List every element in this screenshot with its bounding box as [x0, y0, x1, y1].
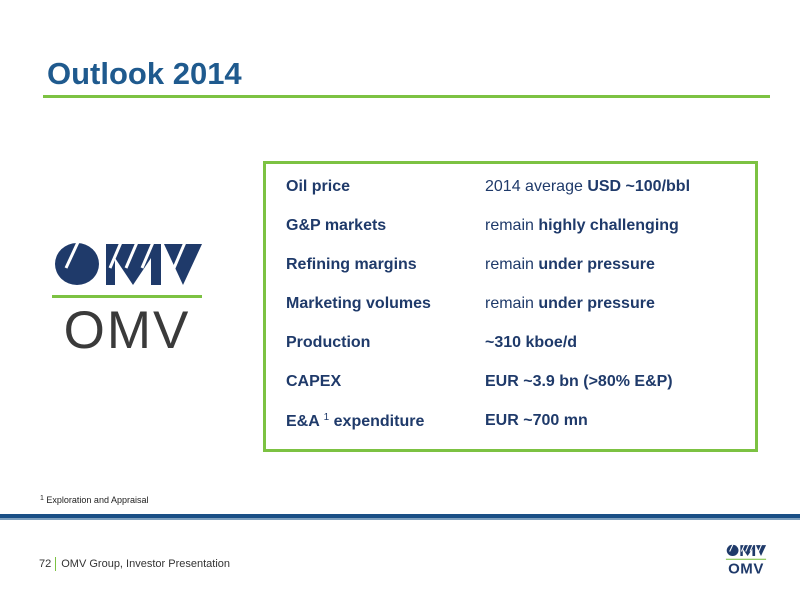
outlook-row: Marketing volumes remain under pressure [286, 295, 746, 319]
footer: 72 OMV Group, Investor Presentation [39, 557, 230, 571]
outlook-row: Production ~310 kboe/d [286, 334, 746, 358]
outlook-row: E&A 1 expenditure EUR ~700 mn [286, 412, 746, 436]
omv-logo-small-graphic: OMV [725, 543, 767, 577]
row-value: remain under pressure [485, 256, 655, 274]
footnote: 1 Exploration and Appraisal [40, 495, 148, 505]
row-label: Refining margins [286, 256, 417, 273]
omv-wordmark-small: OMV [728, 560, 764, 574]
footer-bar-shadow [0, 518, 800, 520]
row-label-post: expenditure [329, 413, 425, 430]
row-label: CAPEX [286, 373, 342, 390]
row-value-prefix: remain [485, 256, 539, 273]
outlook-row: CAPEX EUR ~3.9 bn (>80% E&P) [286, 373, 746, 397]
row-value: remain highly challenging [485, 217, 679, 235]
outlook-row: G&P markets remain highly challenging [286, 217, 746, 241]
footer-bar [0, 514, 800, 518]
row-value-highlight: EUR ~3.9 bn (>80% E&P) [485, 373, 673, 390]
slide-title: Outlook 2014 [47, 56, 242, 91]
row-label: Production [286, 334, 371, 351]
row-value-highlight: under pressure [538, 295, 655, 312]
footnote-marker: 1 [40, 495, 44, 502]
footnote-marker: 1 [323, 412, 330, 423]
omv-logo-small: OMV [723, 543, 769, 579]
row-label: E&A 1 expenditure [286, 412, 424, 431]
row-value: 2014 average USD ~100/bbl [485, 178, 690, 196]
row-value-prefix: remain [485, 217, 539, 234]
row-value: remain under pressure [485, 295, 655, 313]
page-number: 72 [39, 558, 52, 570]
omv-logo-graphic: OMV [52, 239, 202, 360]
row-value-highlight: EUR ~700 mn [485, 412, 588, 429]
row-value: ~310 kboe/d [485, 334, 577, 352]
footer-separator [55, 557, 57, 571]
footer-text: OMV Group, Investor Presentation [61, 558, 230, 570]
row-value-highlight: USD ~100/bbl [587, 178, 691, 195]
row-label: Marketing volumes [286, 295, 431, 312]
title-underline [43, 95, 770, 98]
row-value-highlight: under pressure [538, 256, 655, 273]
row-value-highlight: highly challenging [538, 217, 679, 234]
row-label: Oil price [286, 178, 351, 195]
row-value-prefix: remain [485, 295, 539, 312]
row-label: G&P markets [286, 217, 387, 234]
footnote-text: Exploration and Appraisal [43, 495, 149, 505]
row-value-highlight: ~310 kboe/d [485, 334, 578, 351]
row-value: EUR ~700 mn [485, 412, 588, 430]
outlook-row: Oil price 2014 average USD ~100/bbl [286, 178, 746, 202]
outlook-row: Refining margins remain under pressure [286, 256, 746, 280]
row-value: EUR ~3.9 bn (>80% E&P) [485, 373, 673, 391]
row-label-pre: E&A [286, 413, 324, 430]
outlook-box: Oil price 2014 average USD ~100/bbl G&P … [263, 161, 758, 452]
row-value-prefix: 2014 average [485, 178, 588, 195]
omv-wordmark: OMV [64, 301, 191, 352]
omv-logo: OMV [52, 239, 202, 360]
